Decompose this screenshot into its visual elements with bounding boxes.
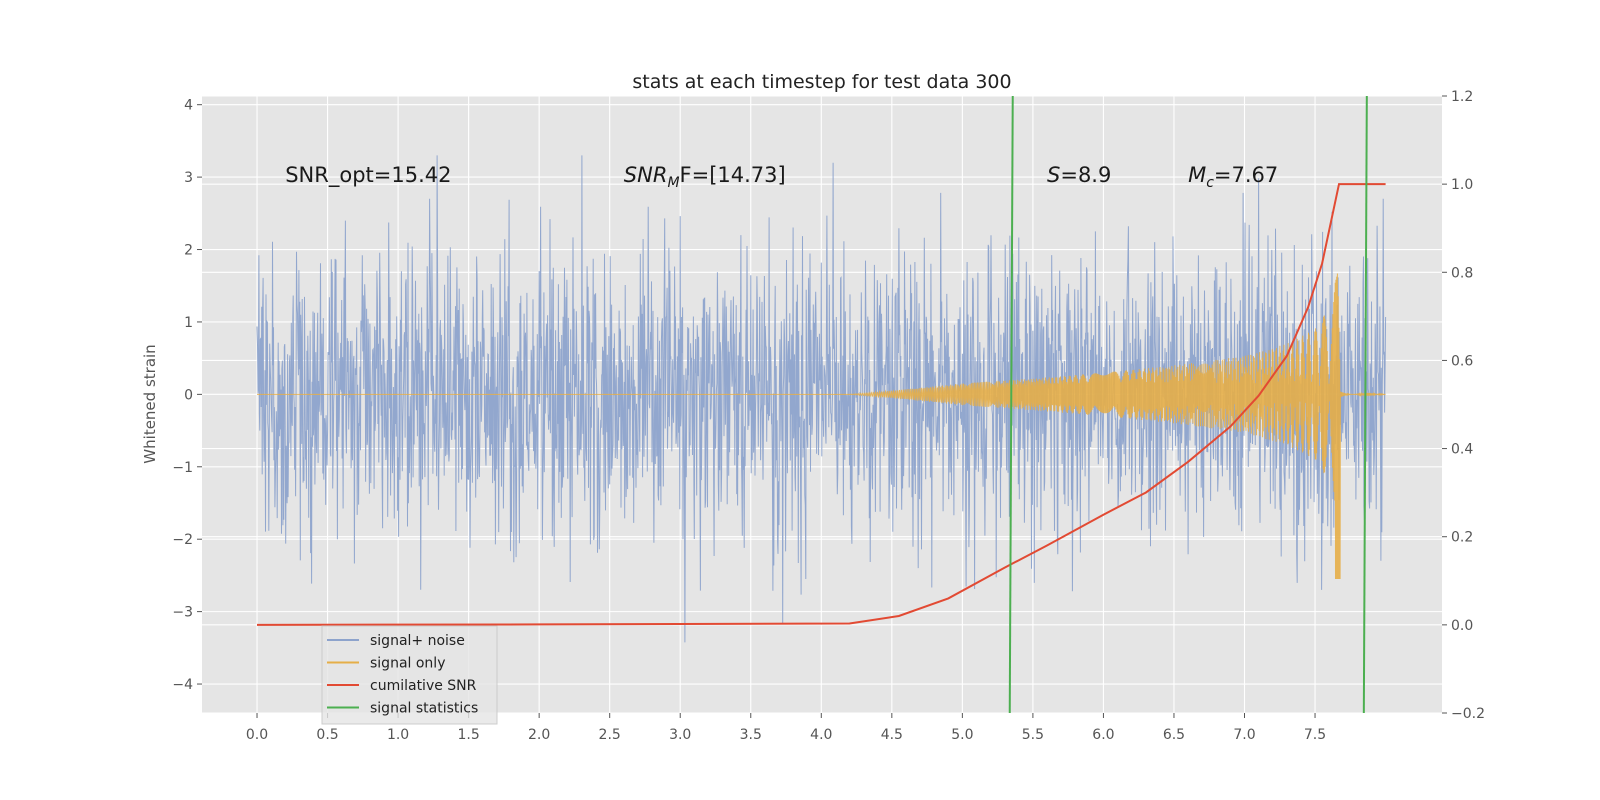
annotation-text: SNR_opt=15.42: [285, 163, 451, 188]
x-tick-label: 7.0: [1233, 727, 1255, 743]
y-tick-label: −2: [172, 532, 193, 548]
legend-entry: cumilative SNR: [370, 678, 477, 694]
y2-tick-label: 0.8: [1451, 265, 1473, 281]
x-tick-label: 4.5: [881, 727, 903, 743]
annotation-part: =7.67: [1214, 163, 1278, 187]
series-signal-only: [257, 273, 1386, 580]
x-tick-label: 3.5: [740, 727, 762, 743]
data-layer: [256, 96, 1387, 713]
annotations: SNR_opt=15.42 SNRMF=[14.73] S=8.9 Mc=7.67: [285, 163, 1278, 191]
signal-statistics-line: [1362, 96, 1368, 713]
annotation-italic: M: [1188, 163, 1206, 187]
x-tick-label: 2.0: [528, 727, 550, 743]
y2-tick-label: 1.0: [1451, 177, 1473, 193]
annotation-part: F=[14.73]: [680, 163, 786, 187]
x-tick-label: 6.5: [1163, 727, 1185, 743]
y-tick-label: −1: [172, 460, 193, 476]
y2-tick-label: 0.6: [1451, 353, 1473, 369]
annotation-subscript: c: [1206, 175, 1214, 191]
series-signal-noise: [256, 155, 1387, 643]
y-tick-label: 1: [184, 315, 193, 331]
y2-tick-label: 0.2: [1451, 530, 1473, 546]
annotation-subscript: M: [667, 175, 679, 191]
series-cumulative-snr: [256, 183, 1386, 626]
y-tick-label: 4: [184, 98, 193, 114]
annotation-italic: S: [1047, 163, 1060, 187]
legend-entry: signal+ noise: [370, 633, 465, 649]
legend-entry: signal only: [370, 656, 445, 672]
annotation-text: SNRMF=[14.73]: [624, 163, 786, 191]
y2-tick-label: −0.2: [1451, 706, 1485, 722]
annotation-part: =8.9: [1060, 163, 1111, 187]
y-tick-label: 0: [184, 387, 193, 403]
x-tick-label: 5.0: [951, 727, 973, 743]
x-tick-label: 6.0: [1092, 727, 1114, 743]
x-tick-label: 4.0: [810, 727, 832, 743]
x-tick-label: 1.5: [457, 727, 479, 743]
y2-tick-label: 1.2: [1451, 89, 1473, 105]
x-tick-label: 5.5: [1022, 727, 1044, 743]
x-tick-label: 7.5: [1304, 727, 1326, 743]
legend-entry: signal statistics: [370, 701, 478, 717]
y-tick-label: 2: [184, 243, 193, 259]
legend: signal+ noise signal only cumilative SNR si…: [321, 625, 498, 725]
x-tick-label: 0.0: [246, 727, 268, 743]
chart-title: stats at each timestep for test data 300: [632, 71, 1011, 93]
annotation-text: Mc=7.67: [1188, 163, 1278, 191]
x-tick-label: 2.5: [599, 727, 621, 743]
y-tick-label: 3: [184, 170, 193, 186]
y-tick-label: −3: [172, 605, 193, 621]
annotation-part: SNR_opt=15.42: [285, 163, 451, 188]
y-axis-label: Whitened strain: [141, 344, 159, 463]
y-tick-label: −4: [172, 677, 193, 693]
x-tick-label: 3.0: [669, 727, 691, 743]
x-tick-label: 0.5: [316, 727, 338, 743]
y2-tick-label: 0.4: [1451, 442, 1473, 458]
axes: 0.0 0.5 1.0 1.5 2.0 2.5 3.0 3.5 4.0 4.5 5.0 5.5 6.0 6…: [172, 89, 1485, 743]
annotation-italic: SNR: [624, 163, 668, 187]
x-tick-label: 1.0: [387, 727, 409, 743]
y2-tick-label: 0.0: [1451, 618, 1473, 634]
annotation-text: S=8.9: [1047, 163, 1111, 187]
signal-statistics-line: [1008, 96, 1014, 713]
